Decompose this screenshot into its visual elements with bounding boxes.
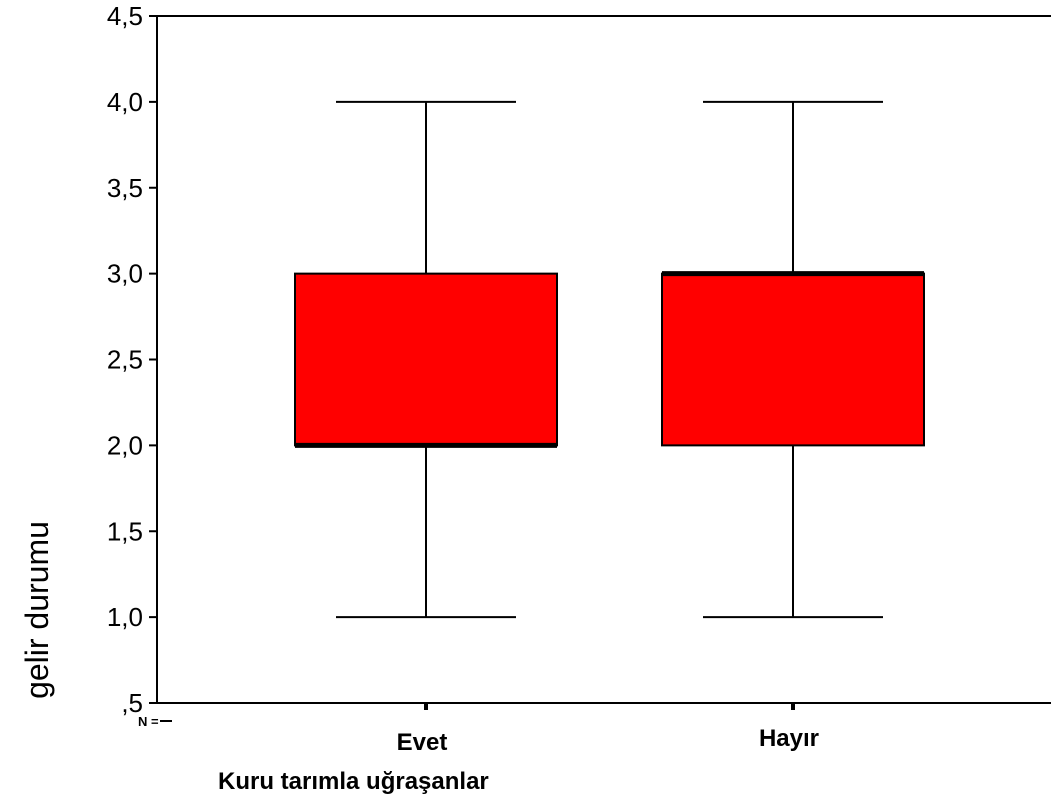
iqr-box: [661, 272, 925, 447]
y-tick-label: ,5: [121, 688, 143, 718]
y-axis-title: gelir durumu: [19, 521, 55, 699]
x-category-label: Evet: [397, 729, 448, 756]
n-label: N =: [138, 714, 159, 729]
y-tick-label: 4,5: [107, 1, 143, 31]
boxes-group: [294, 100, 925, 619]
y-tick-label: 1,0: [107, 602, 143, 632]
y-tick-label: 4,0: [107, 87, 143, 117]
y-axis: ,5 1,0 1,5 2,0 2,5 3,0 3,5 4,0 4,5: [107, 1, 157, 718]
y-tick-label: 2,5: [107, 345, 143, 375]
x-axis: Evet Hayır: [160, 703, 819, 756]
y-tick-label: 3,0: [107, 259, 143, 289]
x-category-label: Hayır: [759, 725, 819, 752]
box-hayır: [661, 100, 925, 619]
x-axis-title: Kuru tarımla uğraşanlar: [218, 768, 489, 795]
box-evet: [294, 100, 558, 619]
y-tick-label: 2,0: [107, 430, 143, 460]
y-tick-label: 1,5: [107, 516, 143, 546]
y-tick-label: 3,5: [107, 173, 143, 203]
iqr-box: [294, 272, 558, 447]
